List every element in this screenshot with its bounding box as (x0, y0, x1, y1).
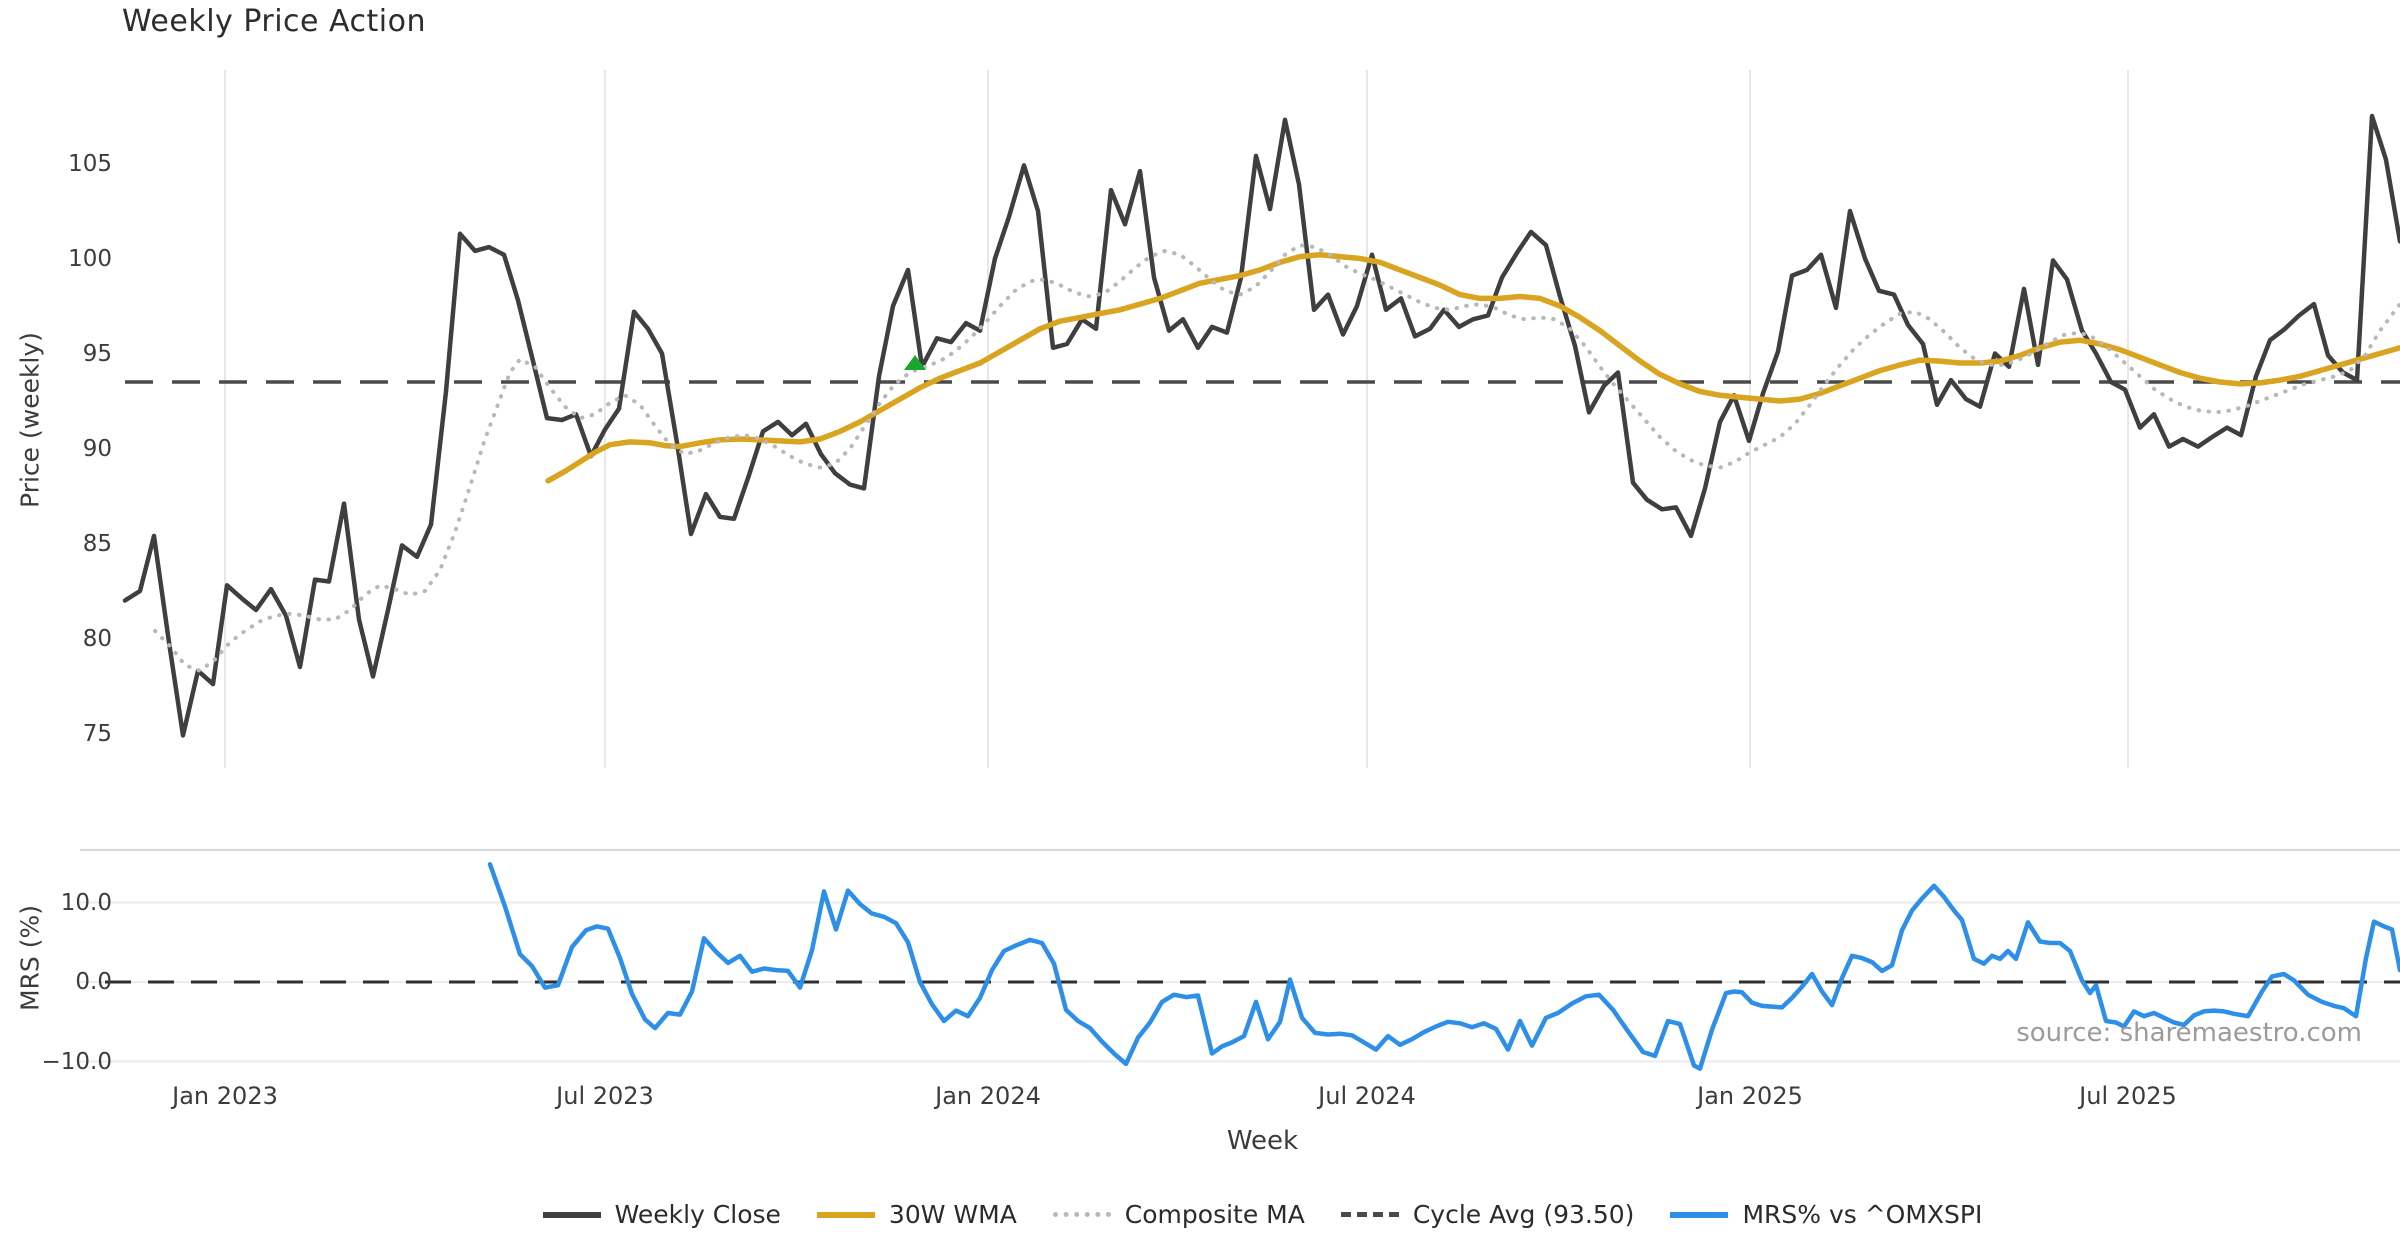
legend-label: 30W WMA (888, 1200, 1017, 1229)
price-ytick-label: 100 (68, 245, 112, 272)
series-30w-wma (545, 251, 2400, 484)
series-mrs-vs-omxspi (487, 862, 2400, 1071)
price-ytick-label: 105 (68, 150, 112, 177)
series-weekly-close (122, 113, 2400, 738)
x-tick-label: Jul 2023 (556, 1082, 654, 1110)
x-tick-label: Jan 2025 (1697, 1082, 1803, 1110)
legend-swatch-icon (1670, 1211, 1729, 1218)
legend-swatch-icon (1052, 1212, 1111, 1217)
price-ytick-label: 85 (82, 530, 112, 557)
price-ytick-label: 75 (82, 720, 112, 747)
x-tick-label: Jan 2023 (172, 1082, 278, 1110)
buy-signal-triangle-icon (904, 355, 926, 370)
x-tick-label: Jan 2024 (935, 1082, 1041, 1110)
legend-item-30w-wma: 30W WMA (816, 1200, 1017, 1229)
legend-item-composite-ma: Composite MA (1052, 1200, 1305, 1229)
legend-label: Composite MA (1124, 1200, 1305, 1229)
mrs-ytick-label: 0.0 (75, 969, 112, 995)
legend-label: Weekly Close (614, 1200, 781, 1229)
x-tick-label: Jul 2024 (1318, 1082, 1416, 1110)
legend-swatch-icon (542, 1211, 601, 1218)
legend-swatch-icon (816, 1211, 875, 1218)
x-axis-title: Week (1226, 1126, 1299, 1156)
chart-legend: Weekly Close 30W WMA Composite MA Cycle Avg… (125, 1200, 2400, 1229)
x-tick-label: Jul 2025 (2079, 1082, 2177, 1110)
chart-title: Weekly Price Action (122, 4, 426, 39)
price-ytick-label: 95 (82, 340, 112, 367)
source-note: source: sharemaestro.com (2016, 1018, 2362, 1048)
price-ytick-label: 80 (82, 625, 112, 652)
legend-item-weekly-close: Weekly Close (542, 1200, 781, 1229)
legend-label: Cycle Avg (93.50) (1412, 1200, 1635, 1229)
mrs-ytick-label: 10.0 (60, 889, 112, 916)
legend-item-mrs-vs-omxspi: MRS% vs ^OMXSPI (1670, 1200, 1982, 1229)
mrs-ytick-label: −10.0 (41, 1048, 112, 1075)
legend-swatch-icon (1340, 1212, 1399, 1217)
mrs-axis-label: MRS (%) (15, 904, 45, 1012)
legend-label: MRS% vs ^OMXSPI (1742, 1200, 1983, 1229)
series-composite-ma (153, 243, 2400, 673)
price-ytick-label: 90 (82, 435, 112, 462)
legend-item-cycle-avg-93-50-: Cycle Avg (93.50) (1340, 1200, 1635, 1229)
